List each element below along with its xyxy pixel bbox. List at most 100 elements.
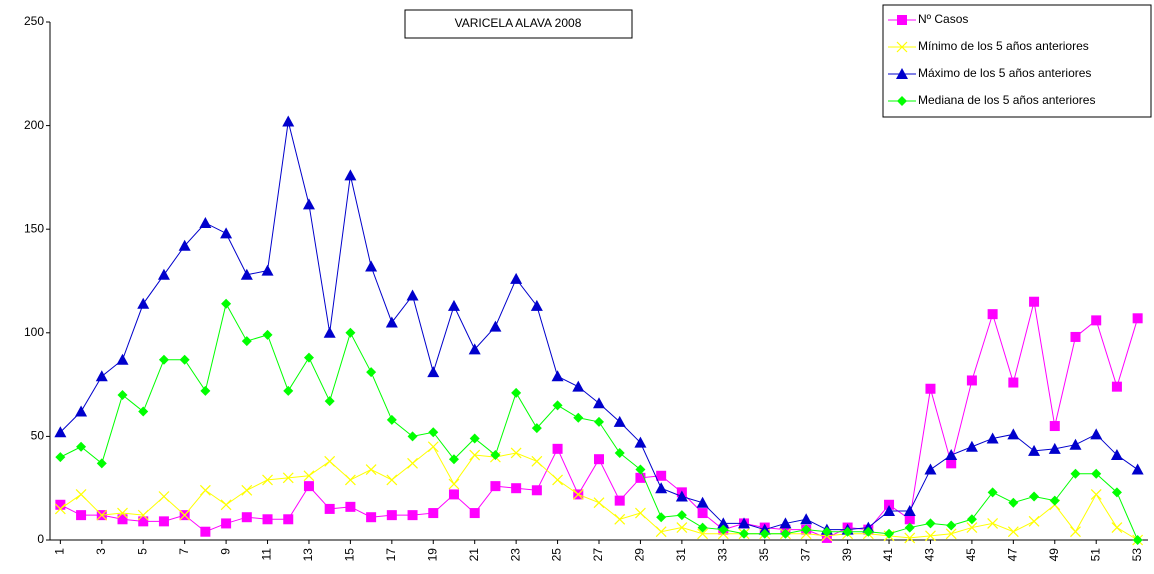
data-point [1090,488,1102,500]
data-point [1070,526,1081,538]
data-point [1070,331,1081,342]
data-point [324,396,335,407]
data-point [428,427,439,438]
x-tick-label: 23 [508,548,522,562]
y-tick-label: 50 [31,429,45,443]
data-point [199,484,211,496]
x-tick-label: 19 [425,548,439,562]
data-point [614,495,625,506]
data-point [178,239,191,251]
x-tick-label: 7 [177,548,191,555]
data-point [966,522,978,533]
data-point [221,518,232,529]
data-point [614,447,625,458]
data-point [1132,313,1143,324]
data-point [739,528,750,539]
y-tick-label: 250 [24,14,44,28]
data-point [54,503,66,515]
data-point [179,509,191,521]
data-point [262,329,273,340]
data-point [759,528,770,539]
x-tick-label: 33 [715,548,729,562]
x-tick-label: 11 [260,548,274,561]
data-point [54,426,67,438]
data-point [552,400,563,411]
data-point [863,526,874,537]
data-point [200,526,211,537]
data-point [987,487,998,498]
data-point [1049,421,1060,432]
x-tick-label: 45 [964,548,978,562]
x-tick-label: 29 [633,548,647,562]
legend-label: Mínimo de los 5 años anteriores [918,39,1089,53]
data-point [75,405,88,417]
data-point [884,499,895,510]
data-point [614,513,626,525]
x-tick-label: 43 [923,548,937,562]
data-point [448,454,459,465]
legend-box [882,4,1152,118]
data-point [883,504,896,516]
legend-label: Nº Casos [918,12,968,26]
data-point [1091,468,1102,479]
data-point [966,514,977,525]
data-point [468,343,481,355]
data-point [283,385,294,396]
data-point [634,436,647,448]
data-point [385,316,398,328]
data-point [801,524,812,535]
x-tick-label: 37 [798,548,812,562]
y-tick-label: 200 [24,118,44,132]
data-point [1029,491,1040,502]
data-point [904,522,915,533]
data-point [220,227,233,239]
data-point [510,272,523,284]
x-tick-label: 31 [674,548,688,562]
data-point [1048,442,1061,454]
x-tick-label: 49 [1047,548,1061,562]
x-tick-label: 3 [94,548,108,555]
x-tick-label: 39 [840,548,854,562]
data-point [531,485,542,496]
data-point [283,514,294,525]
data-point [95,370,108,382]
data-point [635,507,646,519]
data-point [572,488,584,500]
data-point [925,530,936,542]
data-point [344,169,357,181]
data-point [986,432,999,444]
data-point [1049,495,1060,506]
data-point [116,353,129,365]
x-tick-label: 25 [550,548,564,562]
data-point [655,482,668,494]
data-point [924,463,937,475]
data-point [345,327,356,338]
data-point [303,352,314,363]
data-point [261,264,274,276]
data-point [117,514,128,525]
data-point [241,512,252,523]
data-point [656,470,667,481]
data-point [240,268,253,280]
data-point [1090,428,1103,440]
data-point [427,441,439,453]
data-point [593,397,605,409]
data-point [303,470,315,482]
data-point [696,496,709,508]
data-point [530,299,543,311]
data-point [447,299,460,311]
data-point [738,517,751,529]
data-point [221,298,232,309]
data-point [55,452,66,463]
data-point [324,455,336,467]
data-point [489,320,502,332]
data-point [323,326,336,338]
data-point [386,414,397,425]
data-point [1028,444,1041,456]
data-point [406,289,419,301]
x-tick-label: 13 [301,548,315,562]
data-point [573,412,584,423]
data-point [1028,515,1040,527]
data-point [262,514,273,525]
data-point [1029,296,1040,307]
